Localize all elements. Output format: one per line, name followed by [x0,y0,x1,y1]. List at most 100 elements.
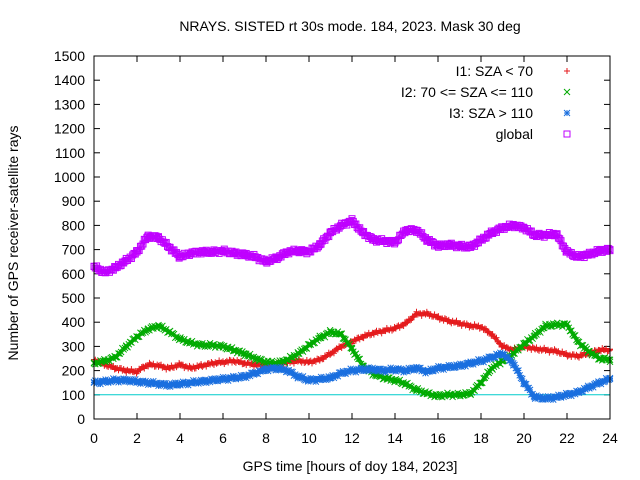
marker-stroke [344,338,352,346]
series-2-point [518,344,526,351]
series-1-point [320,356,327,363]
marker-stroke [396,376,404,384]
series-1-point [550,348,557,355]
series-1-point [493,334,500,341]
series-3-data-point [241,373,248,381]
series-1-point [453,317,460,324]
marker-stroke [101,378,109,385]
marker-stroke [144,379,152,387]
marker-stroke [122,343,130,350]
series-1-data-point [392,325,398,332]
series-2-point [567,327,575,334]
marker-stroke [377,365,384,373]
marker-stroke [230,346,238,354]
y-tick-label: 1200 [54,121,85,137]
series-3-data-point [122,376,130,384]
series-3-data-point [316,375,324,383]
marker-stroke [402,380,410,388]
series-1-data-point [187,365,194,372]
series-3-point [526,386,534,394]
series-3-data-point [284,367,291,374]
series-1-data-point [306,359,312,366]
series-1-point [310,358,317,365]
x-tick-label: 4 [176,430,184,446]
series-1-point [534,346,541,353]
marker-stroke [542,322,549,330]
series-2-point [128,339,135,346]
marker-stroke [236,347,244,355]
series-2-data-point [165,328,173,336]
y-tick-label: 0 [77,411,85,427]
marker-stroke [316,334,324,342]
marker-stroke [198,378,205,385]
x-axis-ticks: 0 2 4 6 8 10 12 14 16 18 20 22 24 [90,56,618,446]
series-3-data-point [456,362,463,370]
series-1-point [421,310,428,317]
marker-stroke [423,390,431,397]
marker-stroke [113,354,121,361]
marker-stroke [601,354,609,361]
series-1-point [418,312,425,319]
y-tick-label: 600 [62,266,86,282]
marker-stroke [585,347,592,355]
series-3-data-point [305,376,313,384]
marker-stroke [434,392,442,400]
series-3-data-point [391,366,399,373]
marker-stroke [346,340,353,348]
marker-stroke [219,375,227,383]
marker-stroke [477,357,485,365]
marker-stroke [476,379,484,387]
marker-stroke [208,341,216,349]
marker-stroke [413,364,420,372]
series-3-data-point [413,364,420,372]
x-tick-label: 12 [344,430,360,446]
series-3-data-point [348,367,356,374]
marker-stroke [241,373,248,381]
series-1-data-point [596,347,603,354]
y-tick-label: 400 [62,314,86,330]
series-2-data-point [101,357,109,365]
y-tick-label: 1100 [55,145,85,161]
series-1-data-point [499,343,506,350]
series-2-data-point [531,332,539,339]
series-1-point [503,343,510,350]
series-1-point [212,359,219,366]
y-axis-ticks: 0 100 200 300 400 500 600 700 800 900 1000 1100 1200… [54,48,610,427]
series-1-point [441,315,448,322]
y-tick-label: 900 [62,193,86,209]
series-1-data-point [198,362,205,369]
marker-stroke [133,378,141,385]
marker-stroke [101,357,109,365]
series-2-data-point [423,390,431,397]
marker-stroke [305,341,313,349]
series-1-point [128,366,135,373]
marker-stroke [144,326,152,333]
series-1-data-point [467,322,474,329]
marker-stroke [262,358,270,366]
marker-stroke [299,373,307,380]
series-2-data-point [187,339,195,347]
marker-stroke [210,340,218,348]
series-1-data-point [359,333,366,340]
marker-stroke [198,341,205,349]
series-2-data-point [445,391,453,399]
series-1-data-point [553,348,560,355]
series-2-data-point [380,374,388,382]
marker-stroke [161,380,169,387]
series-2-data-point [241,350,248,358]
series-1-point [410,314,417,321]
y-tick-label: 1500 [54,48,85,64]
marker-stroke [251,355,259,362]
marker-stroke [348,367,356,374]
series-3-data-point [230,374,238,382]
series-layer [90,215,614,404]
series-3-data-point [499,350,506,358]
series-2-data-point [294,350,302,358]
series-1-data-point [564,351,570,358]
x-tick-label: 2 [133,430,141,446]
series-1-point [414,311,421,318]
chart-title: NRAYS. SISTED rt 30s mode. 184, 2023. Ma… [179,18,520,34]
marker-stroke [246,350,254,358]
series-1-data-point [295,357,302,364]
marker-stroke [552,321,560,328]
